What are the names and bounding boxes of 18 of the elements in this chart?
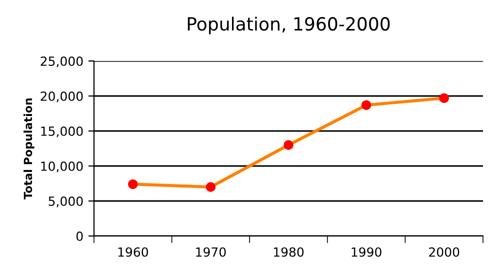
y-tick-label: 5,000 [48, 196, 83, 208]
point [284, 140, 294, 150]
point [206, 182, 216, 192]
x-tick-label: 1980 [274, 247, 304, 257]
x-tick-label: 1990 [352, 247, 382, 257]
y-tick-label: 0 [76, 231, 83, 241]
y-tick-label: 20,000 [40, 91, 83, 102]
y-tick-label: 10,000 [41, 161, 83, 172]
y-tick-label: 15,000 [41, 126, 83, 138]
point [439, 93, 449, 103]
point [128, 179, 138, 190]
x-tick-label: 1970 [196, 247, 226, 257]
x-tick-label: 2000 [429, 247, 460, 257]
point [361, 100, 372, 110]
x-tick-label: 1960 [118, 247, 148, 257]
y-axis-title: Total Population [24, 98, 34, 200]
y-tick-label: 25,000 [40, 56, 83, 68]
chart-title: Population, 1960-2000 [188, 16, 390, 34]
